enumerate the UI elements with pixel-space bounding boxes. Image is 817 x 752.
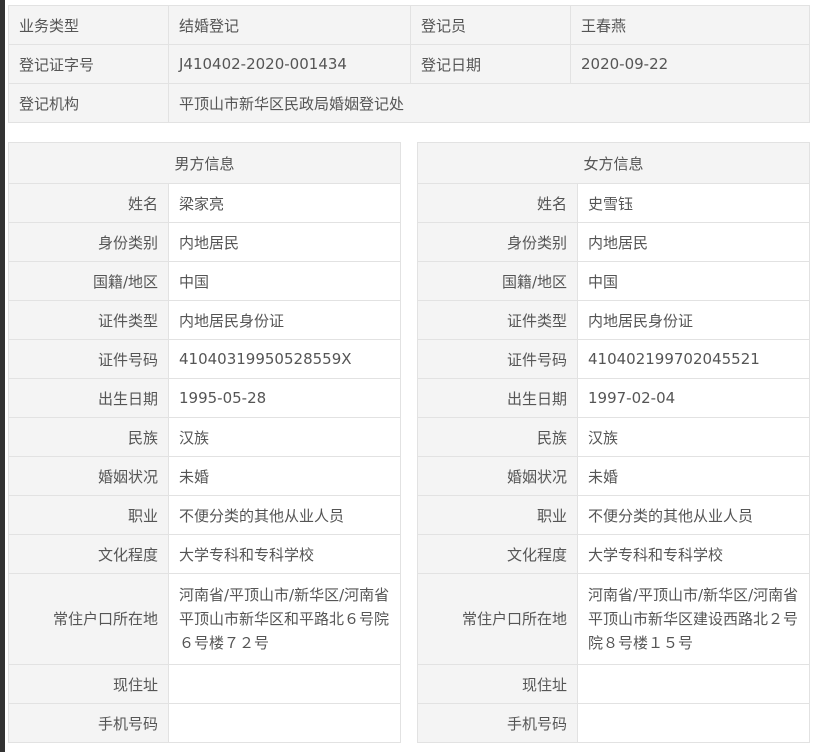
table-header-row: 女方信息: [417, 142, 810, 184]
field-value: 河南省/平顶山市/新华区/河南省平顶山市新华区和平路北６号院６号楼７２号: [168, 573, 401, 665]
table-row: 手机号码: [417, 703, 810, 743]
field-label: 手机号码: [8, 703, 169, 743]
field-label: 证件号码: [8, 339, 169, 379]
field-label: 常住户口所在地: [417, 573, 578, 665]
field-value: 41040319950528559X: [168, 339, 401, 379]
table-header-row: 男方信息: [8, 142, 401, 184]
male-info-table: 男方信息 姓名 梁家亮 身份类别 内地居民 国籍/地区 中国 证件类型 内地居民身份证 证件号码 4…: [8, 142, 401, 743]
female-info-table: 女方信息 姓名 史雪钰 身份类别 内地居民 国籍/地区 中国 证件类型 内地居民身份证 证件号码 4…: [417, 142, 810, 743]
table-row: 国籍/地区 中国: [8, 261, 401, 301]
agency-value: 平顶山市新华区民政局婚姻登记处: [168, 83, 810, 123]
field-label: 手机号码: [417, 703, 578, 743]
registrar-value: 王春燕: [570, 5, 810, 45]
table-row: 证件号码 41040319950528559X: [8, 339, 401, 379]
table-row: 国籍/地区 中国: [417, 261, 810, 301]
field-value: 内地居民身份证: [577, 300, 810, 340]
registrar-label: 登记员: [410, 5, 571, 45]
field-value: [577, 664, 810, 704]
table-row: 常住户口所在地 河南省/平顶山市/新华区/河南省平顶山市新华区和平路北６号院６号楼…: [8, 573, 401, 665]
field-label: 国籍/地区: [417, 261, 578, 301]
business-type-value: 结婚登记: [168, 5, 411, 45]
table-row: 手机号码: [8, 703, 401, 743]
field-label: 证件号码: [417, 339, 578, 379]
field-value: 未婚: [168, 456, 401, 496]
table-row: 民族 汉族: [8, 417, 401, 457]
field-label: 出生日期: [8, 378, 169, 418]
field-value: 内地居民: [577, 222, 810, 262]
field-label: 民族: [8, 417, 169, 457]
field-label: 身份类别: [8, 222, 169, 262]
field-value: 未婚: [577, 456, 810, 496]
field-value: 中国: [168, 261, 401, 301]
female-info-title: 女方信息: [417, 142, 810, 184]
field-label: 民族: [417, 417, 578, 457]
field-label: 出生日期: [417, 378, 578, 418]
field-label: 国籍/地区: [8, 261, 169, 301]
field-label: 证件类型: [417, 300, 578, 340]
field-value: 1997-02-04: [577, 378, 810, 418]
field-value: [577, 703, 810, 743]
field-value: 河南省/平顶山市/新华区/河南省平顶山市新华区建设西路北２号院８号楼１５号: [577, 573, 810, 665]
table-row: 登记机构 平顶山市新华区民政局婚姻登记处: [8, 83, 810, 123]
reg-date-value: 2020-09-22: [570, 44, 810, 84]
table-row: 民族 汉族: [417, 417, 810, 457]
reg-date-label: 登记日期: [410, 44, 571, 84]
window-edge: [0, 0, 5, 752]
table-row: 常住户口所在地 河南省/平顶山市/新华区/河南省平顶山市新华区建设西路北２号院８号…: [417, 573, 810, 665]
table-row: 身份类别 内地居民: [8, 222, 401, 262]
field-label: 文化程度: [417, 534, 578, 574]
cert-no-value: J410402-2020-001434: [168, 44, 411, 84]
table-row: 姓名 史雪钰: [417, 183, 810, 223]
table-row: 证件号码 410402199702045521: [417, 339, 810, 379]
field-value: 梁家亮: [168, 183, 401, 223]
male-info-title: 男方信息: [8, 142, 401, 184]
field-value: 汉族: [577, 417, 810, 457]
table-row: 职业 不便分类的其他从业人员: [417, 495, 810, 535]
table-row: 姓名 梁家亮: [8, 183, 401, 223]
field-label: 现住址: [417, 664, 578, 704]
field-value: 内地居民身份证: [168, 300, 401, 340]
field-value: [168, 703, 401, 743]
field-label: 证件类型: [8, 300, 169, 340]
field-label: 文化程度: [8, 534, 169, 574]
table-row: 婚姻状况 未婚: [417, 456, 810, 496]
field-value: [168, 664, 401, 704]
field-value: 中国: [577, 261, 810, 301]
table-row: 文化程度 大学专科和专科学校: [417, 534, 810, 574]
field-label: 常住户口所在地: [8, 573, 169, 665]
registration-summary-table: 业务类型 结婚登记 登记员 王春燕 登记证字号 J410402-2020-001…: [8, 5, 810, 123]
field-label: 姓名: [417, 183, 578, 223]
table-row: 现住址: [8, 664, 401, 704]
field-value: 1995-05-28: [168, 378, 401, 418]
field-value: 汉族: [168, 417, 401, 457]
table-row: 出生日期 1997-02-04: [417, 378, 810, 418]
field-label: 姓名: [8, 183, 169, 223]
field-label: 婚姻状况: [8, 456, 169, 496]
table-row: 证件类型 内地居民身份证: [417, 300, 810, 340]
field-label: 现住址: [8, 664, 169, 704]
field-label: 职业: [417, 495, 578, 535]
field-value: 史雪钰: [577, 183, 810, 223]
table-row: 登记证字号 J410402-2020-001434 登记日期 2020-09-2…: [8, 44, 810, 84]
table-row: 职业 不便分类的其他从业人员: [8, 495, 401, 535]
field-label: 职业: [8, 495, 169, 535]
field-label: 婚姻状况: [417, 456, 578, 496]
table-row: 婚姻状况 未婚: [8, 456, 401, 496]
field-value: 410402199702045521: [577, 339, 810, 379]
field-label: 身份类别: [417, 222, 578, 262]
cert-no-label: 登记证字号: [8, 44, 169, 84]
table-row: 文化程度 大学专科和专科学校: [8, 534, 401, 574]
field-value: 大学专科和专科学校: [168, 534, 401, 574]
field-value: 不便分类的其他从业人员: [168, 495, 401, 535]
field-value: 不便分类的其他从业人员: [577, 495, 810, 535]
table-row: 业务类型 结婚登记 登记员 王春燕: [8, 5, 810, 45]
business-type-label: 业务类型: [8, 5, 169, 45]
table-row: 出生日期 1995-05-28: [8, 378, 401, 418]
field-value: 大学专科和专科学校: [577, 534, 810, 574]
agency-label: 登记机构: [8, 83, 169, 123]
table-row: 现住址: [417, 664, 810, 704]
table-row: 身份类别 内地居民: [417, 222, 810, 262]
table-row: 证件类型 内地居民身份证: [8, 300, 401, 340]
field-value: 内地居民: [168, 222, 401, 262]
